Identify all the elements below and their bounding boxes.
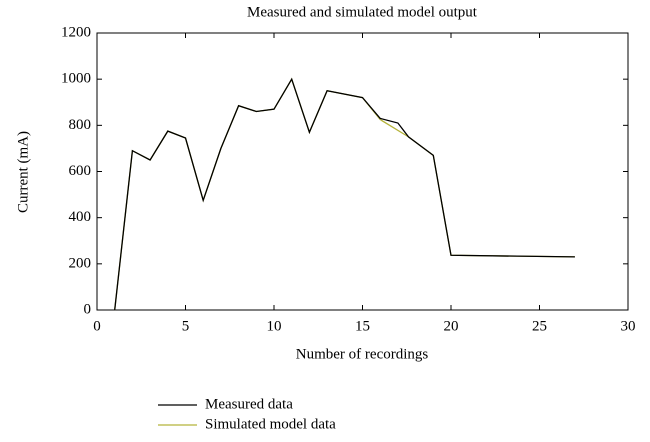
x-tick-label: 0 — [93, 318, 101, 334]
y-tick-label: 1000 — [61, 71, 91, 87]
y-tick-label: 600 — [69, 163, 92, 179]
x-tick-label: 25 — [532, 318, 547, 334]
x-axis-label: Number of recordings — [296, 346, 429, 362]
x-tick-label: 5 — [182, 318, 190, 334]
y-tick-label: 800 — [69, 117, 92, 133]
plot-frame — [96, 32, 629, 311]
y-tick-label: 400 — [69, 209, 92, 225]
legend-label: Measured data — [205, 396, 293, 412]
x-tick-label: 30 — [621, 318, 636, 334]
legend-label: Simulated model data — [205, 416, 336, 432]
x-tick-label: 15 — [355, 318, 370, 334]
data-line — [114, 77, 575, 311]
y-tick-label: 1200 — [61, 24, 91, 40]
x-tick-label: 20 — [444, 318, 459, 334]
y-tick-label: 0 — [84, 301, 92, 317]
chart-title: Measured and simulated model output — [247, 4, 478, 20]
y-tick-label: 200 — [69, 255, 92, 271]
y-axis-label: Current (mA) — [15, 131, 31, 213]
data-line — [114, 77, 575, 311]
x-tick-label: 10 — [267, 318, 282, 334]
